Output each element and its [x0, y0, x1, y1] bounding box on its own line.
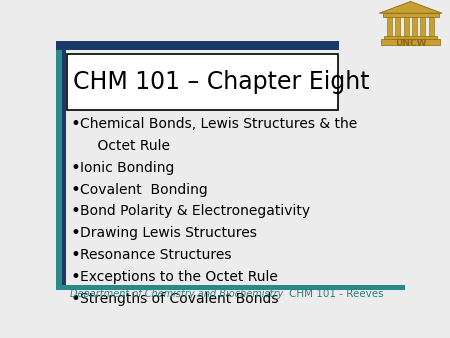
Text: •: •	[70, 290, 80, 308]
Text: •: •	[70, 115, 80, 133]
Bar	[404, 17, 409, 36]
Text: Drawing Lewis Structures: Drawing Lewis Structures	[80, 226, 256, 240]
Bar	[62, 48, 66, 287]
Bar	[384, 36, 437, 39]
Text: Strengths of Covalent Bonds: Strengths of Covalent Bonds	[80, 292, 278, 306]
Text: UNCW: UNCW	[395, 39, 427, 48]
Text: •: •	[70, 202, 80, 220]
Bar	[429, 17, 434, 36]
Polygon shape	[379, 1, 442, 13]
Bar	[56, 41, 62, 287]
Text: CHM 101 – Chapter Eight: CHM 101 – Chapter Eight	[73, 70, 370, 94]
Text: •: •	[70, 159, 80, 177]
Bar	[381, 39, 440, 45]
Bar	[67, 54, 338, 110]
Text: •: •	[70, 246, 80, 264]
Bar	[420, 17, 425, 36]
Text: Ionic Bonding: Ionic Bonding	[80, 161, 174, 175]
Bar	[382, 13, 438, 17]
Bar	[412, 17, 417, 36]
Bar	[387, 17, 392, 36]
Bar	[56, 285, 405, 290]
Text: Bond Polarity & Electronegativity: Bond Polarity & Electronegativity	[80, 204, 310, 218]
Text: Department of Chemistry and Biochemistry: Department of Chemistry and Biochemistry	[70, 289, 284, 299]
Text: •: •	[70, 180, 80, 198]
Text: Octet Rule: Octet Rule	[80, 139, 170, 153]
Text: Covalent  Bonding: Covalent Bonding	[80, 183, 207, 197]
Text: •: •	[70, 268, 80, 286]
Text: Resonance Structures: Resonance Structures	[80, 248, 231, 262]
Text: Exceptions to the Octet Rule: Exceptions to the Octet Rule	[80, 270, 277, 284]
Bar	[56, 41, 339, 50]
Text: •: •	[70, 224, 80, 242]
Bar	[395, 17, 400, 36]
Text: CHM 101 - Reeves: CHM 101 - Reeves	[289, 289, 383, 299]
Text: Chemical Bonds, Lewis Structures & the: Chemical Bonds, Lewis Structures & the	[80, 117, 357, 131]
